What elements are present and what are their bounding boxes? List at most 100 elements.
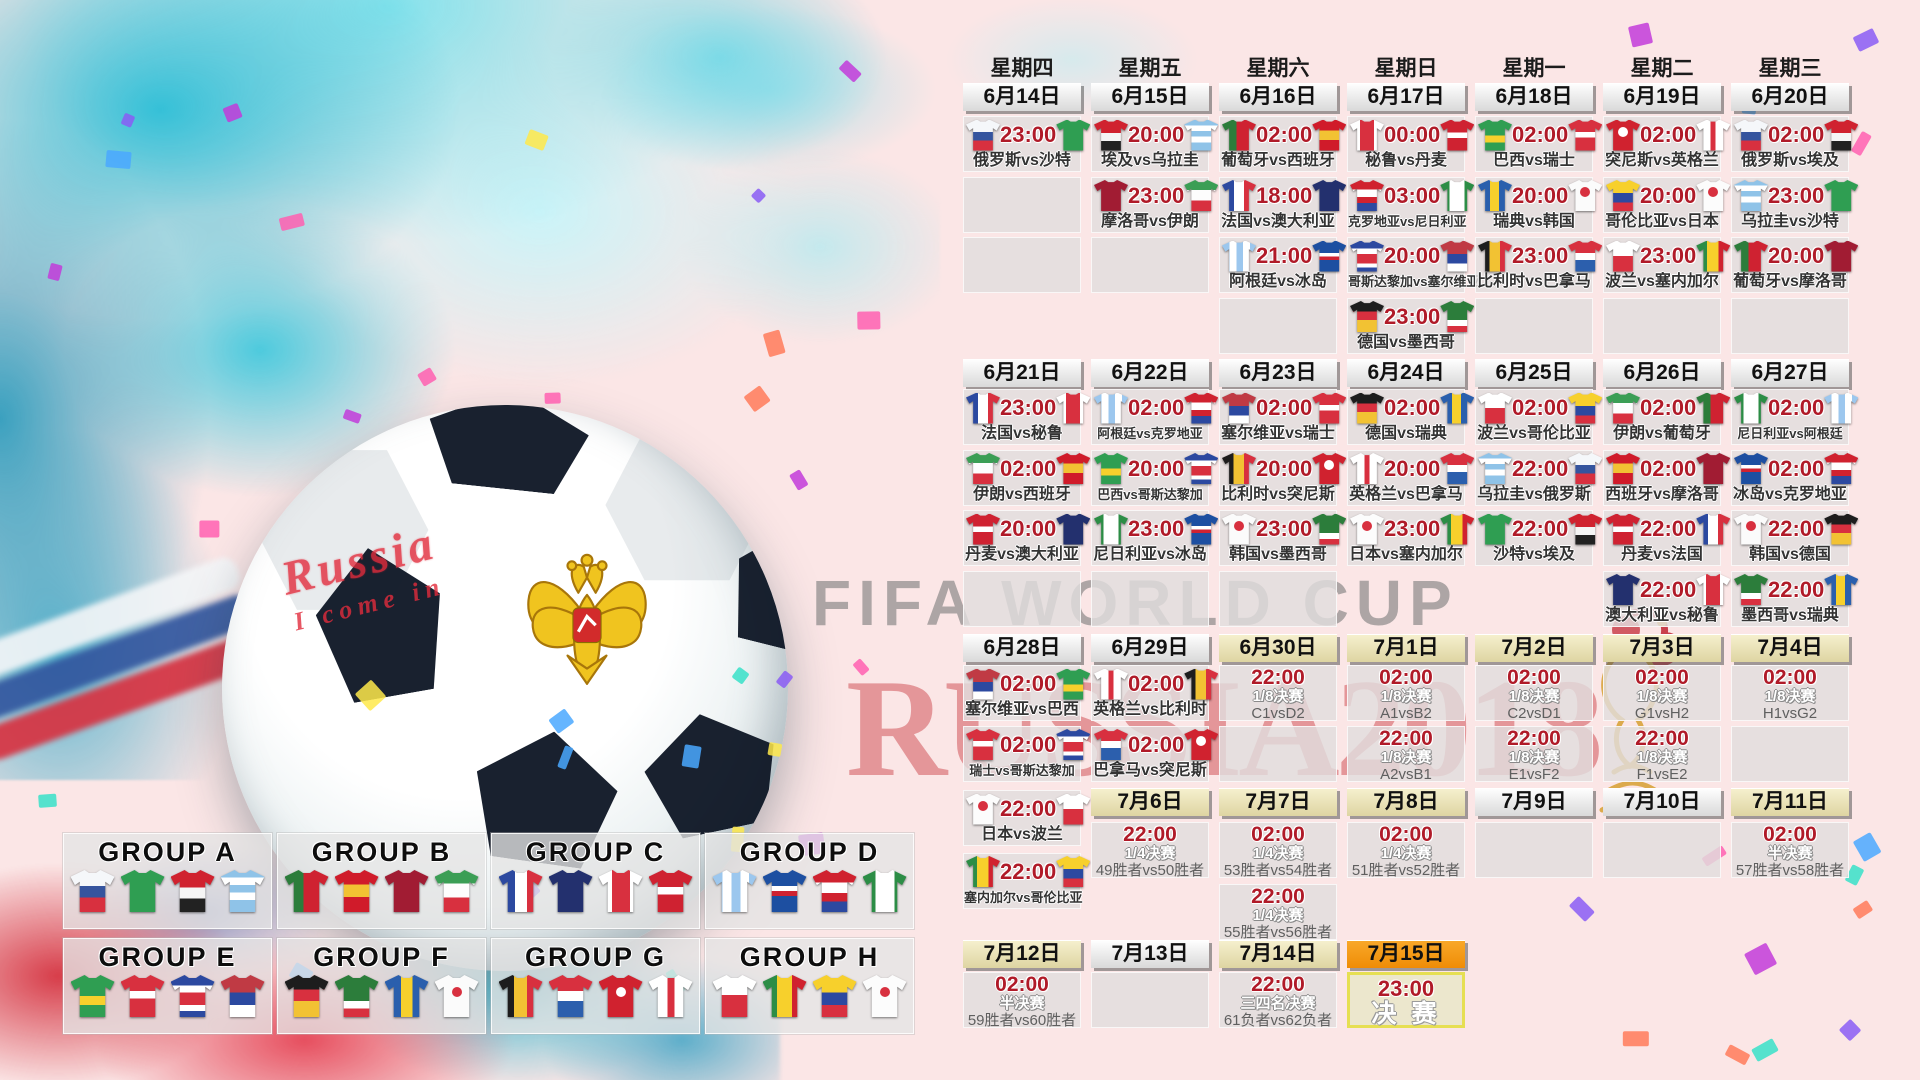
match-time: 23:00 xyxy=(1384,516,1441,541)
jersey-icon-塞内加尔 xyxy=(966,856,1000,887)
jersey-icon xyxy=(1094,668,1128,700)
match-cell: 02:00 波兰vs哥伦比亚 xyxy=(1475,389,1603,445)
match-time: 20:00 xyxy=(1128,122,1185,147)
match-cell: 02:00 葡萄牙vs西班牙 xyxy=(1219,116,1347,172)
group-jerseys xyxy=(64,870,271,912)
group-box: GROUP D xyxy=(705,833,914,929)
match-cell: 02:00 俄罗斯vs埃及 xyxy=(1731,116,1859,172)
jersey-icon xyxy=(1350,301,1384,332)
jersey-icon-尼日利亚 xyxy=(1094,513,1128,545)
group-jerseys xyxy=(278,975,485,1017)
match-teams: 巴拿马vs突尼斯 xyxy=(1093,761,1207,779)
match-teams: 哥斯达黎加vs塞尔维亚 xyxy=(1348,274,1480,289)
jersey-icon xyxy=(1350,119,1384,151)
jersey-icon-摩洛哥 xyxy=(1824,240,1859,272)
match-time: 20:00 xyxy=(1384,243,1441,268)
group-jerseys xyxy=(492,975,699,1017)
match-teams: 波兰vs塞内加尔 xyxy=(1605,273,1719,290)
match-teams: 日本vs波兰 xyxy=(981,826,1063,843)
group-jerseys xyxy=(706,975,913,1017)
knockout-cell: 02:00 1/4决赛 53胜者vs54胜者 xyxy=(1219,822,1337,879)
match-teams: 西班牙vs摩洛哥 xyxy=(1605,485,1719,503)
jersey-icon-葡萄牙 xyxy=(1222,119,1256,151)
group-title: GROUP F xyxy=(313,942,450,972)
match-time: 20:00 xyxy=(1640,182,1697,208)
confetti-piece xyxy=(1724,1044,1751,1066)
jersey-icon xyxy=(712,870,757,912)
confetti-piece xyxy=(1852,900,1873,920)
confetti-piece xyxy=(544,392,561,404)
match-time: 23:00 xyxy=(1128,182,1185,208)
match-time: 23:00 xyxy=(1640,243,1697,268)
match-cell-top: 02:00 xyxy=(1604,117,1731,151)
date-header: 6月21日 xyxy=(963,359,1081,387)
jersey-icon-瑞士 xyxy=(120,975,165,1017)
jersey-icon-伊朗 xyxy=(1184,180,1219,211)
jersey-icon-乌拉圭 xyxy=(1478,453,1512,484)
jersey-icon xyxy=(498,975,543,1017)
group-box: GROUP B xyxy=(277,833,486,929)
match-cell: 02:00 突尼斯vs英格兰 xyxy=(1603,116,1731,172)
jersey-icon-丹麦 xyxy=(1440,119,1475,151)
match-cell-top: 22:00 xyxy=(1732,511,1859,545)
jersey-icon-葡萄牙 xyxy=(284,870,329,912)
jersey-icon xyxy=(1440,180,1475,211)
match-time: 02:00 xyxy=(1635,666,1689,689)
jersey-icon-巴拿马 xyxy=(1440,453,1475,484)
jersey-icon-巴西 xyxy=(1094,453,1128,484)
jersey-icon xyxy=(762,975,807,1017)
match-teams: 瑞典vs韩国 xyxy=(1493,212,1575,230)
jersey-icon xyxy=(1056,453,1091,484)
jersey-icon xyxy=(1478,240,1512,272)
match-time: 23:00 xyxy=(1384,303,1441,329)
match-teams: 沙特vs埃及 xyxy=(1493,546,1575,563)
jersey-icon xyxy=(1056,392,1091,424)
match-time: 22:00 xyxy=(1512,516,1569,541)
jersey-icon-波兰 xyxy=(1056,793,1091,825)
match-time: 22:00 xyxy=(1507,726,1561,750)
match-cell: 23:00 法国vs秘鲁 xyxy=(963,389,1091,445)
knockout-pair: 51胜者vs52胜者 xyxy=(1351,862,1461,879)
jersey-icon xyxy=(1478,513,1512,545)
match-time: 23:00 xyxy=(1256,516,1313,541)
match-cell-top: 02:00 xyxy=(964,727,1091,761)
jersey-icon xyxy=(1312,513,1347,545)
group-title: GROUP B xyxy=(311,837,452,867)
knockout-pair: C2vsD1 xyxy=(1507,705,1561,722)
confetti-piece xyxy=(1743,942,1778,976)
jersey-icon xyxy=(1696,392,1731,424)
match-teams: 塞尔维亚vs瑞士 xyxy=(1221,425,1335,442)
jersey-icon-摩洛哥 xyxy=(1094,180,1128,211)
jersey-icon xyxy=(1350,453,1384,484)
jersey-icon xyxy=(1222,119,1256,151)
date-header: 6月30日 xyxy=(1219,634,1337,662)
match-time: 03:00 xyxy=(1384,182,1441,208)
date-header: 7月9日 xyxy=(1475,788,1593,816)
jersey-icon-法国 xyxy=(966,392,1000,424)
match-cell-top: 03:00 xyxy=(1348,178,1475,212)
match-teams: 埃及vs乌拉圭 xyxy=(1101,152,1199,169)
knockout-stage: 1/4决赛 xyxy=(1252,907,1304,924)
empty-cell xyxy=(1219,297,1337,354)
jersey-icon xyxy=(812,975,857,1017)
match-cell-top: 23:00 xyxy=(1348,511,1475,545)
knockout-cell: 22:00 三四名决赛 61负者vs62负者 xyxy=(1219,972,1337,1029)
match-cell: 23:00 韩国vs墨西哥 xyxy=(1219,510,1347,566)
jersey-icon-日本 xyxy=(862,975,907,1017)
jersey-icon-克罗地亚 xyxy=(1824,453,1859,484)
jersey-icon-埃及 xyxy=(1824,119,1859,151)
jersey-icon xyxy=(1056,513,1091,545)
jersey-icon xyxy=(966,668,1000,700)
jersey-icon-西班牙 xyxy=(334,870,379,912)
empty-cell xyxy=(1219,570,1337,627)
match-cell-top: 23:00 xyxy=(1732,178,1859,212)
jersey-icon xyxy=(284,870,329,912)
match-time: 21:00 xyxy=(1256,243,1313,268)
match-time: 02:00 xyxy=(1768,455,1825,481)
match-teams: 丹麦vs法国 xyxy=(1621,546,1703,563)
jersey-icon xyxy=(1222,453,1256,484)
match-cell-top: 02:00 xyxy=(1220,390,1347,424)
knockout-stage: 1/8决赛 xyxy=(1508,748,1560,766)
match-cell-top: 20:00 xyxy=(1092,117,1219,151)
jersey-icon-澳大利亚 xyxy=(1312,180,1347,211)
